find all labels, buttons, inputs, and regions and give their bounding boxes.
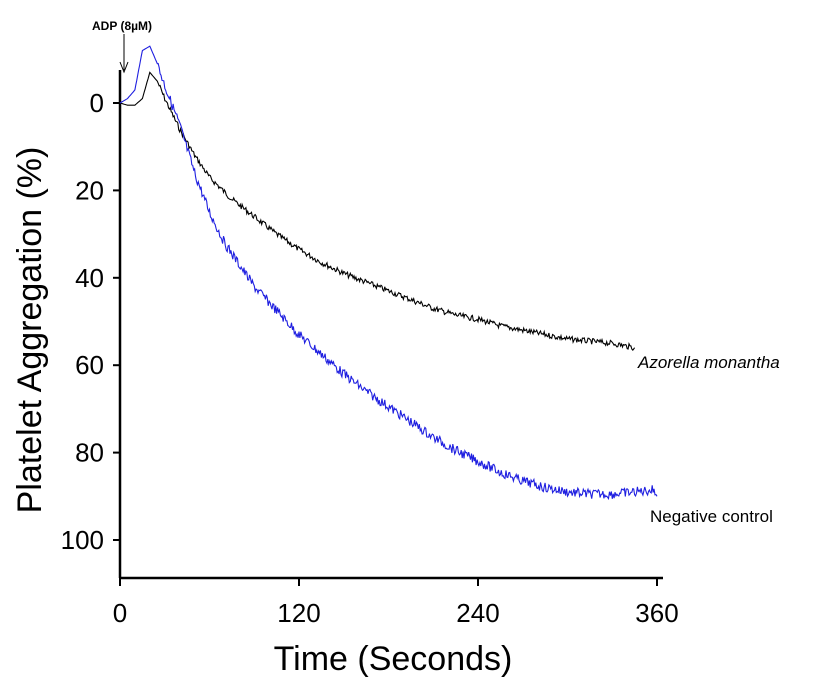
adp-arrow-head bbox=[119, 61, 129, 74]
x-ticks: 0 120 240 360 bbox=[113, 578, 679, 628]
series-line-azorella-monantha bbox=[119, 71, 636, 351]
y-tick-label: 60 bbox=[75, 350, 104, 380]
x-tick-label: 0 bbox=[113, 598, 127, 628]
x-tick-label: 120 bbox=[277, 598, 320, 628]
y-tick-label: 20 bbox=[75, 175, 104, 205]
y-ticks: 0 20 40 60 80 100 bbox=[61, 88, 120, 555]
series-label-negative: Negative control bbox=[650, 507, 773, 526]
y-axis-title: Platelet Aggregation (%) bbox=[11, 147, 49, 514]
series-line-negative-control bbox=[119, 45, 658, 501]
x-axis-title: Time (Seconds) bbox=[274, 640, 513, 677]
series-group bbox=[119, 45, 658, 501]
x-tick-label: 240 bbox=[456, 598, 499, 628]
y-tick-label: 80 bbox=[75, 438, 104, 468]
x-tick-label: 360 bbox=[635, 598, 678, 628]
series-label-azorella: Azorella monantha bbox=[637, 353, 780, 372]
adp-annotation: ADP (8µM) bbox=[92, 19, 152, 33]
y-tick-label: 40 bbox=[75, 263, 104, 293]
y-tick-label: 0 bbox=[90, 88, 104, 118]
y-tick-label: 100 bbox=[61, 525, 104, 555]
